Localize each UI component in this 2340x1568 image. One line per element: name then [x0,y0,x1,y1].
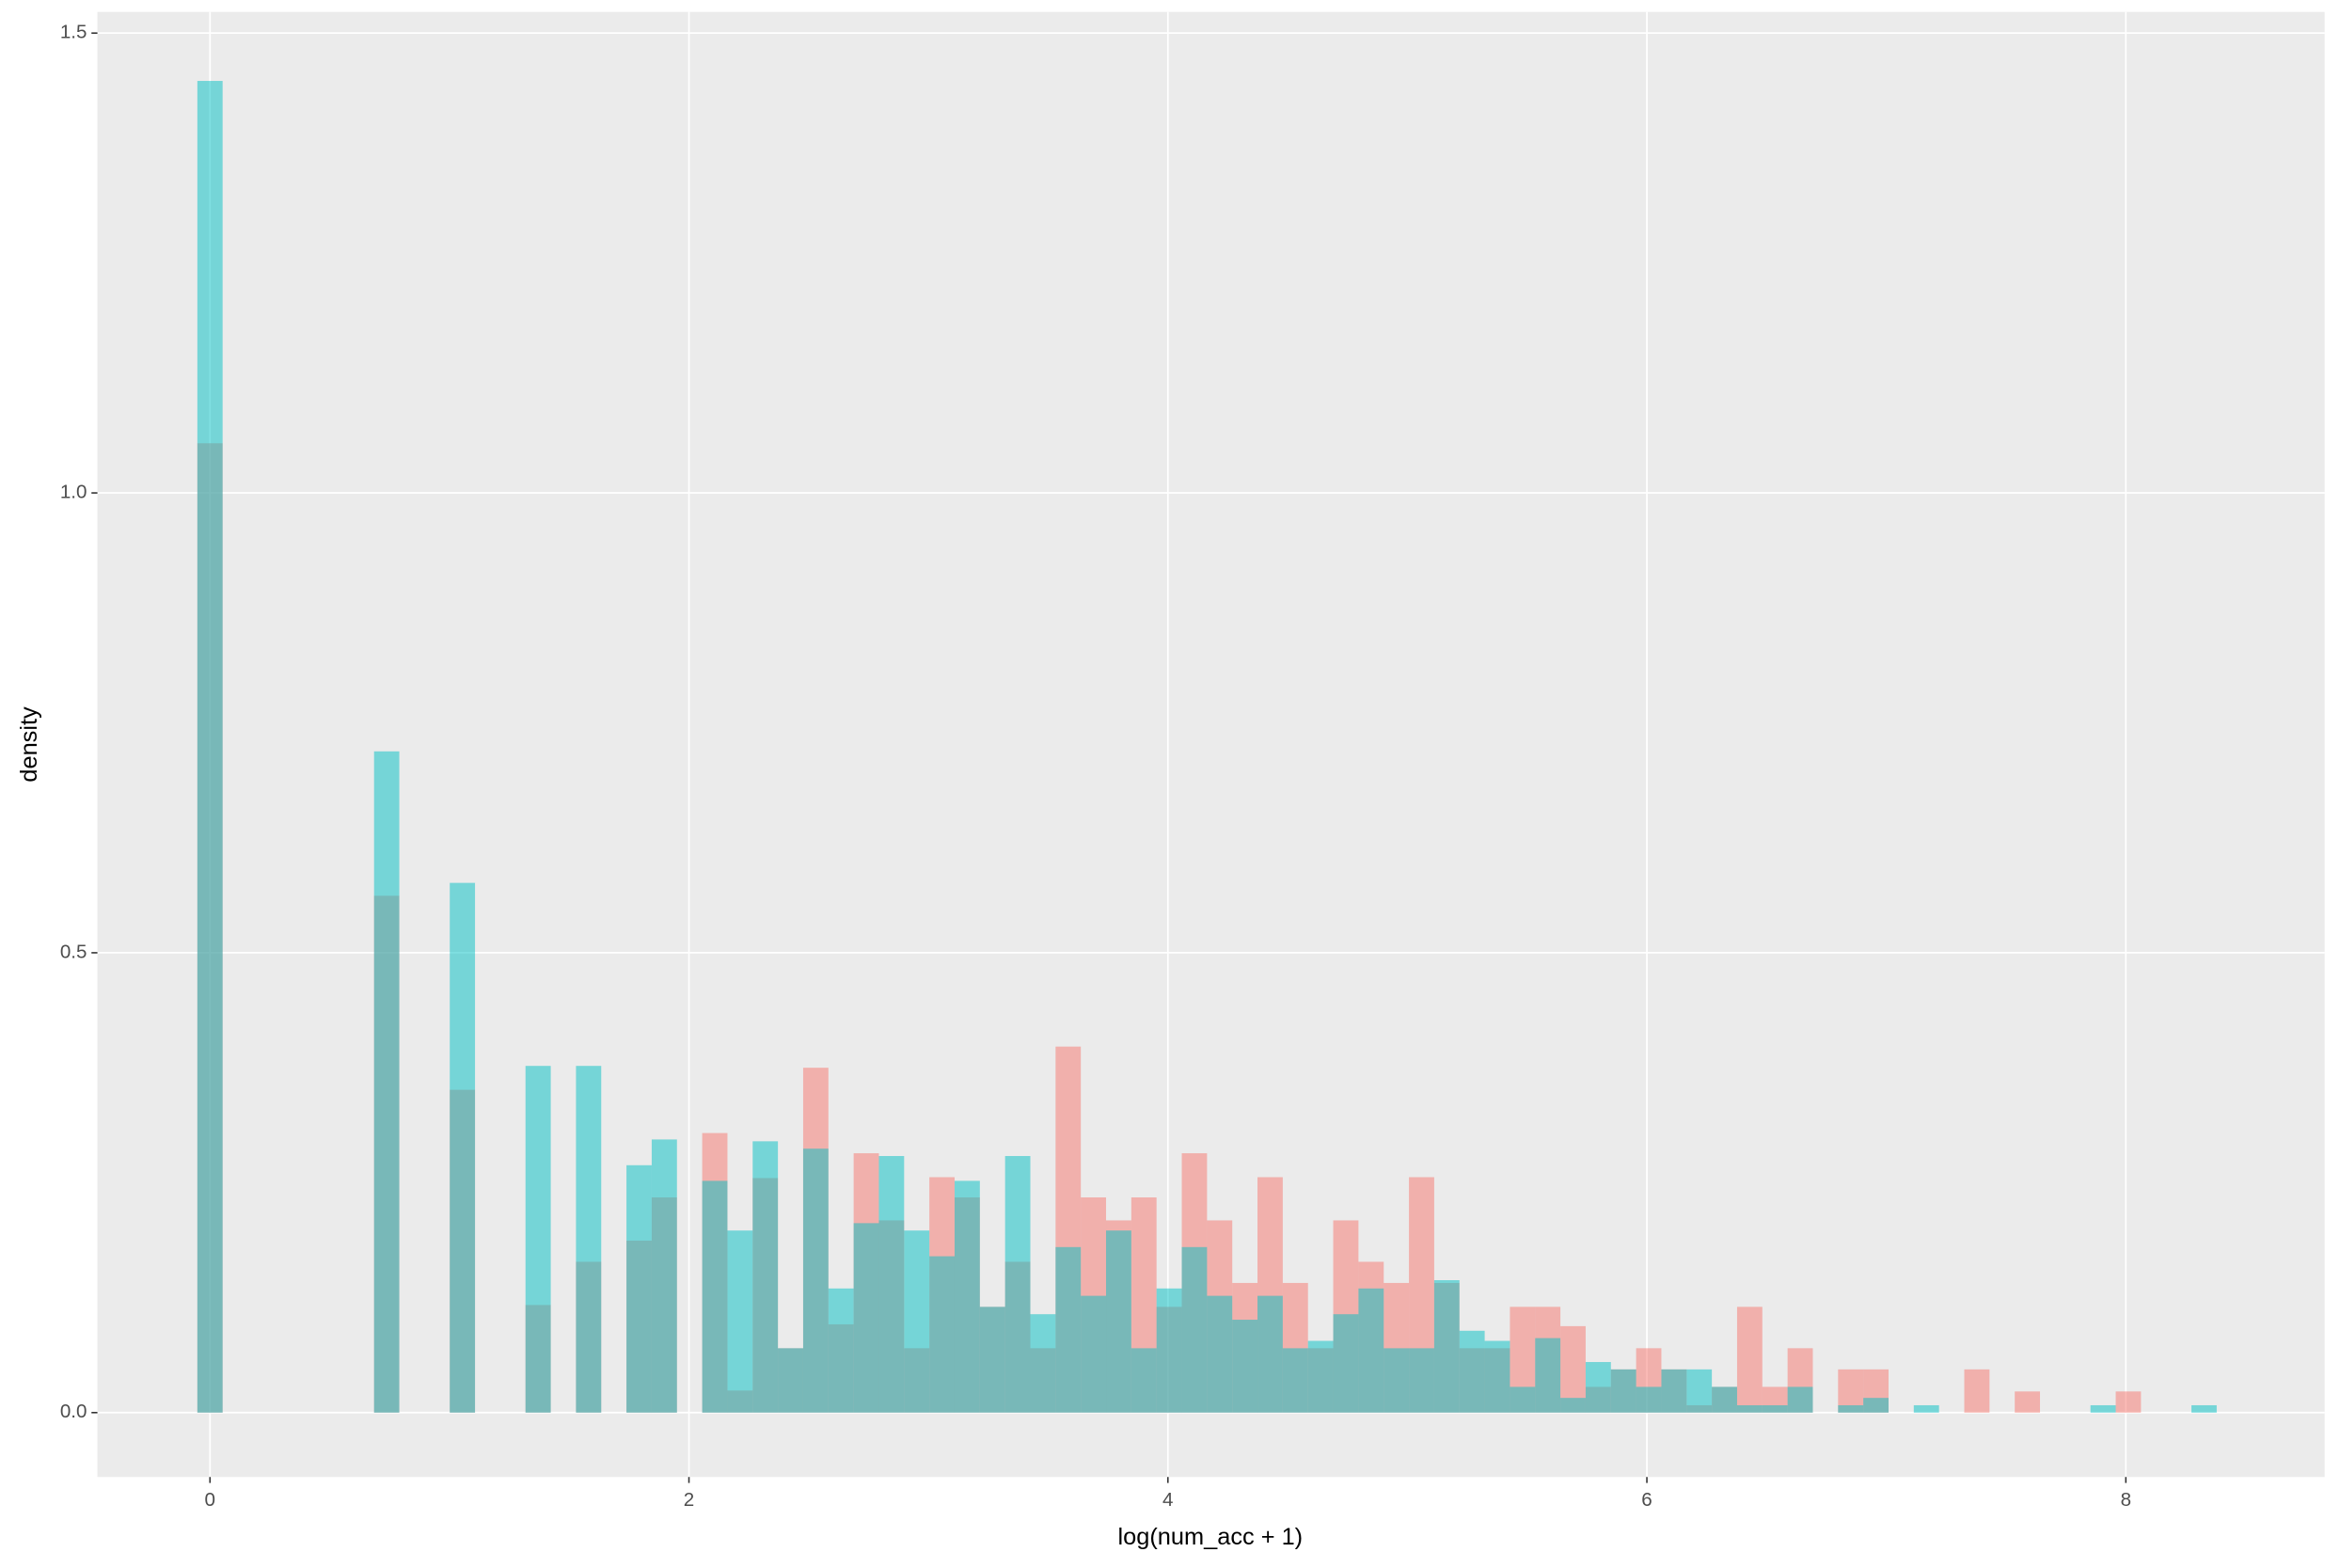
histogram-bar [1838,1404,1864,1413]
histogram-bar [1433,1280,1460,1413]
histogram-bar [1459,1330,1485,1413]
histogram-bar [853,1223,879,1413]
histogram-bar [1736,1404,1763,1413]
histogram-bar [197,81,223,1413]
histogram-bar [802,1148,829,1413]
histogram-bar [1333,1314,1359,1413]
x-tick-label: 6 [1641,1489,1652,1511]
histogram-bar [2191,1404,2217,1413]
histogram-bar [651,1139,677,1413]
histogram-bar [954,1180,980,1413]
histogram-bar [1257,1295,1283,1413]
histogram-bar [1736,1307,1763,1413]
histogram-bar [1358,1288,1384,1413]
histogram-bar [1535,1338,1561,1413]
histogram-bar [1762,1404,1788,1413]
histogram-bar [778,1348,803,1413]
x-tick-label: 2 [684,1489,694,1511]
histogram-bar [1863,1398,1889,1413]
histogram-bar [1081,1295,1107,1413]
histogram-bar [727,1230,753,1413]
x-tick-label: 4 [1162,1489,1173,1511]
histogram-bar [1510,1386,1536,1413]
histogram-bar [1307,1340,1334,1413]
histogram-bar [1964,1369,1990,1413]
histogram-bar [1207,1295,1233,1413]
histogram-bar [1585,1362,1611,1413]
histogram-bar [626,1164,652,1413]
histogram-bar [828,1288,854,1413]
histogram-bar [904,1230,930,1413]
histogram-bar [2015,1391,2041,1413]
histogram-bar [2090,1404,2116,1413]
histogram-bar [576,1066,602,1413]
histogram-bar [1004,1156,1031,1413]
histogram-bar [373,751,400,1413]
histogram-bar [525,1066,551,1413]
histogram-bar [1181,1246,1208,1413]
histogram-bar [450,882,476,1413]
histogram-bar [1636,1386,1662,1413]
histogram-bar [1106,1230,1131,1413]
histogram-bar [2115,1391,2142,1413]
y-axis-title: density [16,706,42,783]
histogram-bar [1156,1288,1182,1413]
y-tick-label: 1.5 [60,22,87,43]
x-tick-label: 8 [2121,1489,2131,1511]
histogram-bar [1686,1369,1713,1413]
histogram-bar [1130,1348,1157,1413]
histogram-bar [1484,1340,1510,1413]
histogram-bar [1282,1348,1308,1413]
histogram-bar [1560,1398,1586,1413]
y-tick-label: 0.0 [60,1401,87,1422]
x-axis-title: log(num_acc + 1) [1118,1524,1304,1550]
histogram-bar [702,1180,728,1413]
histogram-bar [878,1156,905,1413]
histogram-bar [1661,1369,1687,1413]
histogram-bar [1787,1386,1813,1413]
histogram-bar [1913,1404,1939,1413]
histogram-bar [752,1141,779,1413]
histogram-bar [1610,1369,1636,1413]
x-tick-label: 0 [205,1489,215,1511]
histogram-bar [929,1256,955,1413]
histogram-bar [1712,1386,1737,1413]
y-tick-label: 0.5 [60,941,87,962]
histogram-bar [1383,1348,1410,1413]
histogram-bar [1055,1246,1082,1413]
y-tick-label: 1.0 [60,481,87,502]
histogram-bar [979,1307,1005,1413]
histogram-bar [1030,1314,1056,1413]
histogram-bar [1232,1320,1258,1413]
histogram-bar [1409,1348,1434,1413]
